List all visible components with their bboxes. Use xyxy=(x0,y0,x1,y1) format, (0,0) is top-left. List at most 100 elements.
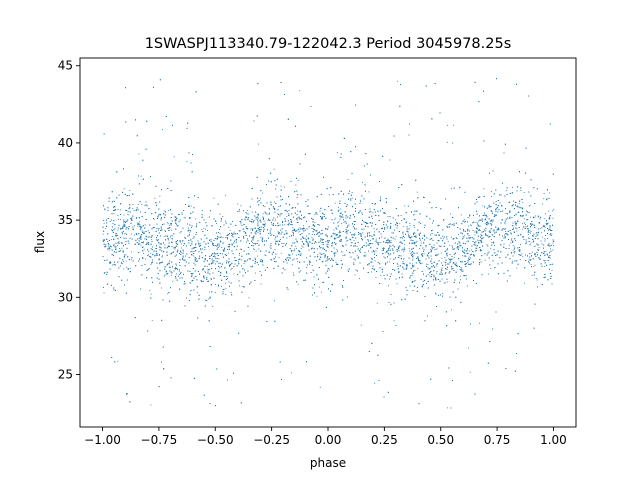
data-point xyxy=(380,274,382,276)
data-point xyxy=(435,292,437,294)
data-point xyxy=(552,242,554,244)
data-point xyxy=(147,230,149,232)
data-point xyxy=(465,275,467,277)
data-point xyxy=(411,211,412,213)
data-point xyxy=(430,249,431,251)
data-point xyxy=(239,285,240,287)
data-point xyxy=(125,254,127,256)
data-point xyxy=(466,250,468,252)
data-point xyxy=(221,247,223,248)
data-point xyxy=(490,239,492,240)
data-point xyxy=(388,285,389,287)
data-point xyxy=(475,241,477,243)
data-point xyxy=(226,276,228,278)
data-point xyxy=(531,251,533,253)
data-point xyxy=(427,273,429,275)
data-point xyxy=(365,254,367,256)
data-point xyxy=(243,263,245,264)
data-point xyxy=(196,292,198,294)
data-point xyxy=(479,230,481,232)
data-point xyxy=(487,222,489,223)
data-point xyxy=(403,251,405,253)
data-point xyxy=(504,228,506,230)
data-point xyxy=(440,252,442,254)
data-point xyxy=(167,246,169,248)
data-point xyxy=(260,236,262,238)
data-point xyxy=(391,232,393,234)
data-point xyxy=(315,242,317,243)
data-point xyxy=(120,209,121,211)
data-point xyxy=(253,249,255,250)
data-point xyxy=(138,153,140,155)
data-point xyxy=(525,224,526,225)
data-point xyxy=(512,260,513,262)
data-point xyxy=(522,207,523,209)
data-point xyxy=(292,272,294,274)
data-point xyxy=(198,257,200,259)
data-point xyxy=(244,261,246,263)
data-point xyxy=(108,247,110,249)
data-point xyxy=(475,244,477,246)
data-point xyxy=(173,156,175,158)
data-point xyxy=(460,214,462,216)
data-point xyxy=(135,232,137,234)
data-point xyxy=(314,214,316,216)
data-point xyxy=(271,223,273,225)
data-point xyxy=(274,249,276,250)
data-point xyxy=(548,210,550,212)
data-point xyxy=(221,286,222,288)
data-point xyxy=(257,231,259,233)
data-point xyxy=(321,239,323,241)
data-point xyxy=(472,238,474,240)
data-point xyxy=(522,228,524,230)
data-point xyxy=(222,237,224,239)
data-point xyxy=(484,229,486,231)
data-point xyxy=(503,237,505,239)
data-point xyxy=(529,237,531,239)
data-point xyxy=(140,175,142,177)
data-point xyxy=(322,260,324,262)
data-point xyxy=(303,231,305,233)
data-point xyxy=(418,260,420,262)
data-point xyxy=(311,265,313,266)
data-point xyxy=(259,229,261,230)
data-point xyxy=(335,217,337,219)
data-point xyxy=(193,255,195,257)
data-point xyxy=(306,205,308,207)
data-point xyxy=(313,225,315,227)
data-point xyxy=(292,227,294,229)
data-point xyxy=(328,226,329,228)
data-point xyxy=(193,237,195,239)
data-point xyxy=(166,221,168,223)
data-point xyxy=(113,213,115,215)
data-point xyxy=(292,253,293,255)
data-point xyxy=(237,211,239,212)
data-point xyxy=(244,219,246,221)
data-point xyxy=(528,205,530,207)
data-point xyxy=(233,273,235,275)
data-point xyxy=(167,262,169,264)
data-point xyxy=(470,224,472,226)
data-point xyxy=(552,217,554,219)
data-point xyxy=(160,287,162,289)
data-point xyxy=(222,242,224,244)
data-point xyxy=(361,214,363,215)
data-point xyxy=(373,231,375,233)
data-point xyxy=(167,293,169,295)
data-point xyxy=(297,283,299,285)
data-point xyxy=(111,229,112,231)
data-point xyxy=(478,220,480,222)
data-point xyxy=(238,254,240,256)
data-point xyxy=(355,259,356,261)
data-point xyxy=(468,225,470,227)
data-point xyxy=(123,214,125,216)
data-point xyxy=(247,253,249,255)
data-point xyxy=(139,242,141,244)
data-point xyxy=(383,247,385,249)
data-point xyxy=(140,244,142,246)
data-point xyxy=(414,226,415,228)
data-point xyxy=(190,251,192,253)
data-point xyxy=(362,232,364,234)
data-point xyxy=(164,230,166,231)
data-point xyxy=(298,231,300,233)
